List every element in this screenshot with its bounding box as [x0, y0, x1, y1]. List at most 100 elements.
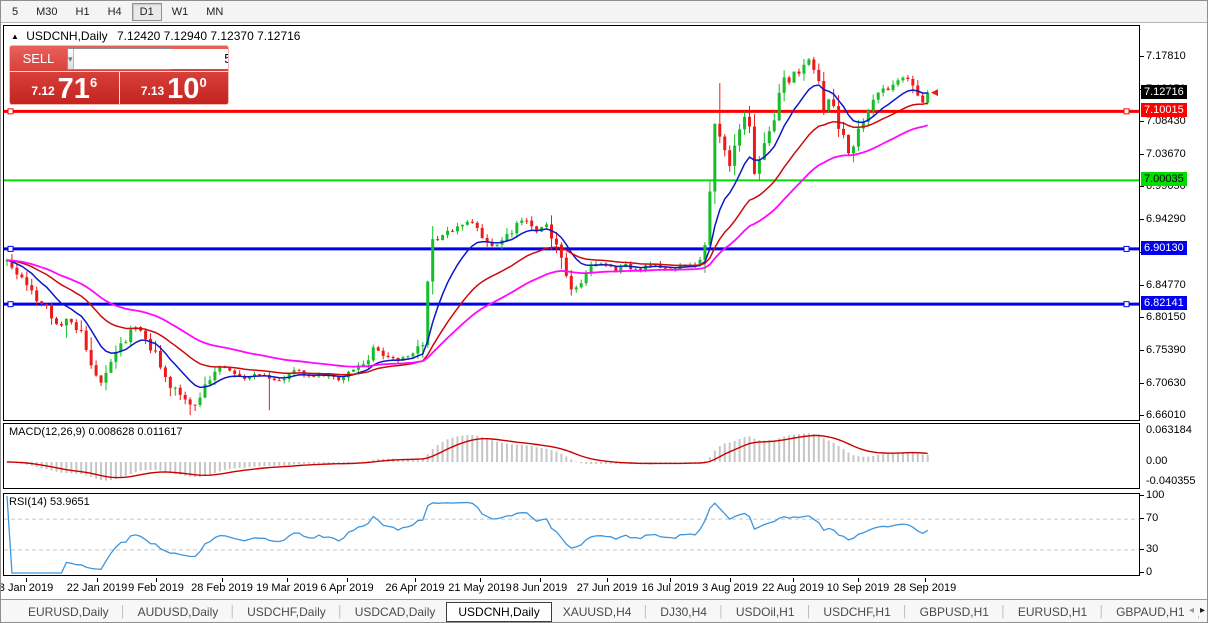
rsi-axis-label: 0	[1146, 566, 1153, 578]
collapse-icon[interactable]: ▲	[11, 32, 19, 41]
date-label: 8 Jun 2019	[512, 582, 568, 594]
date-tick-mark	[793, 578, 794, 582]
tab-separator: │	[642, 606, 650, 618]
timeframe-button-w1[interactable]: W1	[171, 5, 189, 18]
ma-mid-line	[6, 102, 928, 376]
price-tick-mark	[1140, 219, 1144, 221]
chart-title: ▲ USDCNH,Daily 7.12420 7.12940 7.12370 7…	[11, 29, 300, 43]
sell-price-prefix: 7.12	[31, 84, 55, 98]
horizontal-level-lines[interactable]	[4, 108, 1139, 308]
date-label: 19 Mar 2019	[256, 582, 318, 594]
tab-separator: │	[119, 606, 127, 618]
chart-tab-gbpaud-h1[interactable]: GBPAUD,H1	[1116, 605, 1185, 619]
tab-separator: │	[805, 606, 813, 618]
timeframe-button-h1[interactable]: H1	[75, 5, 90, 18]
date-label: 22 Aug 2019	[762, 582, 824, 594]
price-tick-mark	[1140, 284, 1144, 286]
date-axis: 3 Jan 2019 22 Jan 2019 9 Feb 2019 28 Feb 20…	[0, 578, 1140, 598]
date-label: 28 Feb 2019	[191, 582, 253, 594]
tab-scroll-buttons: ◂ ▸	[1184, 605, 1205, 616]
chart-symbol-label: USDCNH,Daily	[26, 29, 108, 43]
volume-input[interactable]	[73, 48, 228, 69]
macd-signal-line	[6, 434, 928, 479]
rsi-line	[6, 495, 929, 574]
rsi-indicator-label: RSI(14) 53.9651	[9, 496, 90, 508]
price-axis: 7.178107.130507.084307.036706.990506.942…	[1140, 24, 1207, 578]
date-tick-mark	[607, 578, 608, 582]
chart-tab-audusd-daily[interactable]: AUDUSD,Daily	[137, 605, 219, 619]
date-label: 16 Jul 2019	[641, 582, 699, 594]
sell-button[interactable]: SELL	[22, 51, 55, 66]
timeframe-button-mn[interactable]: MN	[206, 5, 224, 18]
timeframe-button-5[interactable]: 5	[12, 5, 19, 18]
rsi-axis-label: 70	[1146, 512, 1159, 525]
date-tick-mark	[540, 578, 541, 582]
tab-separator: │	[901, 606, 909, 618]
chart-tab-usdcad-daily[interactable]: USDCAD,Daily	[354, 605, 436, 619]
chart-tab-usdcnh-daily[interactable]: USDCNH,Daily	[446, 602, 552, 622]
timeframe-toolbar: 5 M30 H1 H4 D1 W1 MN	[1, 1, 1207, 23]
price-tick-mark	[1140, 186, 1144, 188]
buy-price-pip: 0	[199, 75, 207, 90]
chart-tab-usdoil-h1[interactable]: USDOil,H1	[735, 605, 795, 619]
chart-tab-dj30-h4[interactable]: DJ30,H4	[660, 605, 707, 619]
sell-price-big: 71	[57, 73, 90, 105]
price-tick-label: 7.17810	[1146, 50, 1186, 63]
chart-tab-bar: EURUSD,Daily │ AUDUSD,Daily │ USDCHF,Daily │ U…	[1, 599, 1207, 622]
price-tick-label: 6.80150	[1146, 310, 1186, 323]
buy-price-prefix: 7.13	[140, 84, 165, 98]
date-label: 22 Jan 2019	[66, 582, 128, 594]
ma-slow-line	[6, 124, 928, 368]
chart-tab-eurusd-h1[interactable]: EURUSD,H1	[1017, 605, 1088, 619]
chart-tab-eurusd-daily[interactable]: EURUSD,Daily	[28, 605, 109, 619]
rsi-tick-mark	[1140, 548, 1144, 550]
macd-axis-label: -0.040355	[1146, 475, 1196, 487]
date-label: 6 Apr 2019	[320, 582, 374, 594]
buy-price-display[interactable]: 7.13 10 0	[120, 72, 229, 105]
chart-tab-gbpusd-h1[interactable]: GBPUSD,H1	[919, 605, 989, 619]
tab-scroll-left-button[interactable]: ◂	[1188, 605, 1194, 616]
price-tick-mark	[1140, 316, 1144, 318]
buy-price-big: 10	[167, 73, 200, 105]
date-label: 3 Jan 2019	[0, 582, 54, 594]
date-tick-mark	[156, 578, 157, 582]
macd-indicator-label: MACD(12,26,9) 0.008628 0.011617	[9, 426, 183, 438]
date-label: 27 Jun 2019	[576, 582, 638, 594]
tab-separator: │	[717, 606, 725, 618]
triangle-down-icon: ▾	[68, 53, 73, 64]
date-tick-mark	[347, 578, 348, 582]
price-tick-label: 6.75390	[1146, 343, 1186, 356]
sell-price-pip: 6	[89, 75, 98, 90]
last-price-marker	[931, 89, 938, 97]
date-tick-mark	[925, 578, 926, 582]
rsi-tick-mark	[1140, 572, 1144, 573]
timeframe-button-h4[interactable]: H4	[107, 5, 122, 18]
tab-separator: │	[336, 606, 344, 618]
rsi-pane[interactable]	[3, 493, 1140, 576]
macd-pane[interactable]	[3, 423, 1140, 489]
date-label: 9 Feb 2019	[128, 582, 184, 594]
rsi-axis-label: 100	[1146, 489, 1165, 501]
chart-tab-usdchf-daily[interactable]: USDCHF,Daily	[247, 605, 326, 619]
date-tick-mark	[670, 578, 671, 582]
date-tick-mark	[480, 578, 481, 582]
price-level-badge: 7.10015	[1141, 103, 1187, 118]
price-tick-mark	[1140, 349, 1144, 351]
chart-ohlc-values: 7.12420 7.12940 7.12370 7.12716	[116, 29, 301, 43]
price-tick-label: 6.66010	[1146, 408, 1186, 421]
tab-scroll-right-button[interactable]: ▸	[1199, 605, 1205, 616]
date-label: 26 Apr 2019	[385, 582, 445, 594]
date-label: 10 Sep 2019	[826, 582, 890, 594]
chart-tab-xauusd-h4[interactable]: XAUUSD,H4	[562, 605, 632, 619]
timeframe-button-m30[interactable]: M30	[36, 5, 58, 18]
date-tick-mark	[97, 578, 98, 582]
sell-price-display[interactable]: 7.12 71 6	[10, 72, 120, 105]
chart-tab-usdchf-h1[interactable]: USDCHF,H1	[823, 605, 891, 619]
timeframe-button-d1[interactable]: D1	[131, 2, 162, 21]
current-price-badge: 7.12716	[1141, 84, 1187, 99]
buy-button[interactable]: BUY	[186, 51, 213, 66]
volume-decrease-button[interactable]: ▾	[68, 48, 74, 69]
tab-separator: │	[999, 606, 1007, 618]
